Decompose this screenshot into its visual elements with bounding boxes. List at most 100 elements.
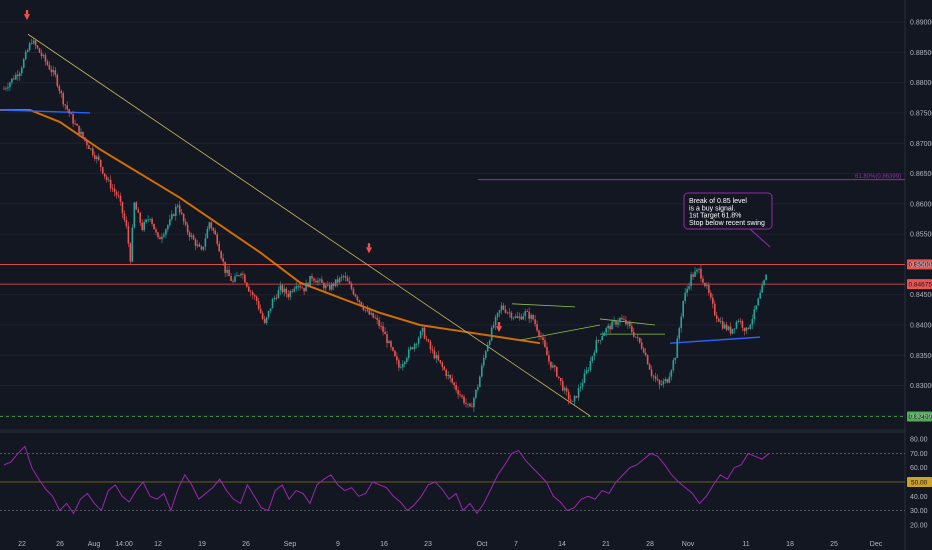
candle-body — [650, 369, 653, 376]
candle-body — [751, 319, 754, 325]
candle-body — [421, 327, 424, 332]
candle-body — [348, 281, 351, 284]
candle-body — [220, 251, 222, 259]
candle-body — [646, 355, 649, 365]
candle-body — [263, 318, 266, 323]
candle-body — [479, 376, 481, 388]
candle-body — [392, 347, 394, 351]
channel-bottom — [519, 324, 601, 341]
candle-body — [167, 225, 169, 230]
candle-body — [672, 360, 675, 371]
rsi-y-tick-label: 60.00 — [910, 465, 928, 472]
candle-body — [713, 303, 716, 316]
candle-body — [423, 327, 426, 339]
x-tick-label: 14:00 — [115, 541, 133, 548]
candle-body — [332, 283, 335, 286]
candle-body — [88, 145, 90, 149]
candle-body — [694, 271, 696, 277]
candle-body — [688, 286, 690, 289]
candle-body — [184, 221, 187, 225]
annotation-line: 1st Target 61.8% — [689, 213, 741, 220]
candle-body — [520, 316, 523, 320]
candle-body — [228, 269, 230, 277]
candle-body — [232, 280, 234, 282]
candle-body — [581, 382, 584, 387]
y-tick-label: 0.85000 — [910, 262, 932, 269]
candle-body — [682, 300, 684, 317]
candle-body — [141, 222, 144, 231]
candle-body — [735, 321, 738, 329]
candle-body — [747, 327, 750, 329]
candle-body — [447, 374, 450, 377]
candle-body — [356, 296, 359, 301]
candle-body — [171, 214, 173, 220]
candle-body — [765, 274, 767, 281]
candle-body — [445, 369, 448, 377]
candle-body — [174, 206, 177, 216]
candle-body — [52, 70, 55, 73]
x-tick-label: Nov — [682, 541, 695, 548]
candle-body — [149, 218, 151, 220]
candle-body — [465, 403, 467, 404]
candle-body — [455, 385, 457, 391]
candle-body — [405, 358, 408, 362]
candle-body — [311, 275, 313, 279]
candle-body — [289, 291, 292, 298]
price-level-tag-text: 0.85000 — [909, 262, 932, 269]
candle-body — [281, 285, 284, 293]
candle-body — [192, 235, 195, 240]
candle-body — [147, 219, 149, 221]
candle-body — [101, 167, 104, 174]
candle-body — [44, 55, 47, 62]
candle-body — [62, 93, 65, 105]
candle-body — [522, 316, 525, 320]
candle-body — [238, 275, 240, 277]
candle-body — [94, 155, 96, 159]
candle-body — [409, 347, 412, 350]
candle-body — [386, 334, 388, 344]
candle-body — [265, 317, 268, 323]
candle-body — [5, 88, 7, 90]
candle-body — [676, 338, 679, 358]
candle-body — [711, 297, 714, 304]
candle-body — [719, 321, 722, 322]
x-tick-label: 23 — [424, 541, 432, 548]
candle-body — [261, 313, 264, 319]
support-line-left — [0, 109, 91, 114]
candle-body — [210, 222, 213, 228]
candle-body — [548, 355, 550, 362]
candle-body — [202, 246, 205, 250]
candle-body — [575, 396, 578, 398]
candle-body — [198, 244, 201, 247]
candle-body — [206, 228, 209, 239]
candle-body — [42, 55, 45, 57]
candle-body — [755, 305, 758, 310]
candle-body — [153, 223, 155, 230]
candle-body — [692, 274, 694, 277]
candle-body — [58, 86, 61, 91]
candle-body — [615, 320, 617, 325]
candle-body — [490, 327, 493, 341]
candle-body — [56, 74, 59, 87]
candle-body — [244, 274, 246, 283]
candle-body — [710, 292, 712, 298]
candle-body — [313, 278, 315, 281]
candle-body — [660, 384, 663, 386]
candle-body — [28, 43, 31, 51]
candle-body — [573, 396, 576, 402]
candle-body — [370, 312, 373, 315]
candle-body — [664, 379, 667, 382]
candle-body — [459, 394, 461, 396]
candle-body — [242, 273, 244, 275]
rsi-y-tick-label: 30.00 — [910, 508, 928, 515]
x-tick-label: 21 — [602, 541, 610, 548]
candle-body — [684, 292, 686, 301]
candle-body — [3, 88, 5, 90]
candle-body — [131, 227, 134, 262]
rsi-y-tick-label: 20.00 — [910, 522, 928, 529]
candle-body — [698, 268, 700, 270]
candle-body — [629, 322, 631, 327]
